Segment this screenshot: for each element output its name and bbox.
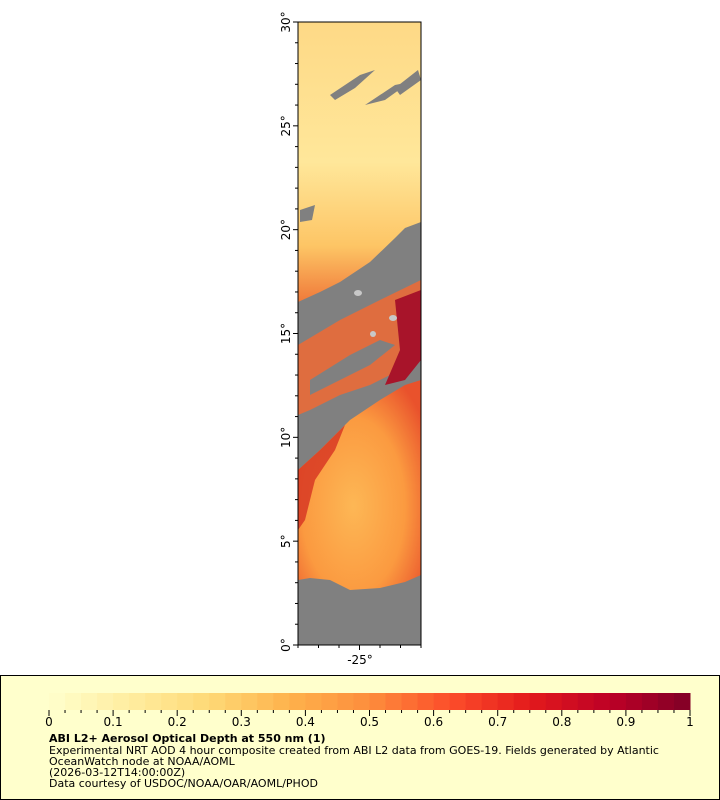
colorbar-segment: [385, 693, 403, 710]
colorbar-tick-label: 0.1: [104, 715, 123, 729]
colorbar-tick-label: 0.6: [424, 715, 443, 729]
colorbar-segment: [369, 693, 387, 710]
colorbar-segment: [593, 693, 611, 710]
colorbar-tick-label: 0.4: [296, 715, 315, 729]
y-tick-label: 30°: [279, 11, 293, 32]
colorbar-tick-label: 0.9: [616, 715, 635, 729]
colorbar-segment: [321, 693, 338, 710]
x-axis: -25°: [297, 645, 422, 667]
colorbar-segment: [97, 693, 114, 710]
colorbar-segment: [193, 693, 210, 710]
colorbar-segment: [177, 693, 194, 710]
land-patches: [354, 290, 397, 337]
aod-region-south-edge: [298, 425, 345, 530]
map-data-layer: [298, 22, 421, 645]
x-tick-label: -25°: [347, 653, 373, 667]
colorbar-segment: [465, 693, 483, 710]
colorbar-segment: [305, 693, 322, 710]
colorbar-tick-label: 0.3: [232, 715, 251, 729]
y-tick-label: 20°: [279, 219, 293, 240]
legend-title: ABI L2+ Aerosol Optical Depth at 550 nm …: [49, 732, 326, 745]
colorbar-segment: [433, 693, 451, 710]
colorbar-segment: [561, 693, 579, 710]
colorbar-segment: [529, 693, 547, 710]
y-axis: 0° 5° 10° 15° 20° 25° 30°: [279, 11, 298, 652]
colorbar-tick-label: 0.5: [360, 715, 379, 729]
y-tick-label: 5°: [279, 534, 293, 548]
colorbar-segment: [161, 693, 178, 710]
legend-panel: 0 0.1 0.2 0.3 0.4 0.5 0.6 0.7 0.8 0.9 1 ABI L2+ Ae…: [0, 675, 720, 800]
aod-region-south: [298, 380, 421, 590]
legend-credit: Data courtesy of USDOC/NOAA/OAR/AOML/PHO…: [49, 777, 318, 790]
colorbar-segment: [609, 693, 627, 710]
colorbar-segment: [657, 693, 675, 710]
colorbar-segment: [545, 693, 563, 710]
colorbar-segment: [289, 693, 306, 710]
y-tick-label: 15°: [279, 323, 293, 344]
colorbar-segment: [577, 693, 595, 710]
legend-time: (2026-03-12T14:00:00Z): [49, 766, 186, 779]
colorbar-tick-label: 1: [686, 715, 694, 729]
colorbar-segment: [209, 693, 226, 710]
colorbar-segment: [497, 693, 515, 710]
colorbar-segment: [417, 693, 435, 710]
colorbar-segment: [145, 693, 162, 710]
aod-region-mid-dark: [385, 290, 421, 385]
colorbar-segment: [225, 693, 242, 710]
colorbar-tick-label: 0: [45, 715, 53, 729]
gap-mid: [310, 340, 395, 395]
colorbar-segment: [81, 693, 98, 710]
colorbar-segment: [449, 693, 467, 710]
colorbar-segment: [625, 693, 643, 710]
colorbar-segment: [337, 693, 354, 710]
colorbar-segment: [273, 693, 290, 710]
colorbar-segment: [241, 693, 258, 710]
legend-description-2: OceanWatch node at NOAA/AOML: [49, 755, 235, 768]
colorbar-tick-label: 0.2: [168, 715, 187, 729]
colorbar-segment: [513, 693, 531, 710]
y-tick-label: 25°: [279, 115, 293, 136]
cloud-gaps-north: [300, 70, 421, 222]
colorbar-segment: [113, 693, 130, 710]
y-tick-label: 0°: [279, 638, 293, 652]
colorbar-segment: [129, 693, 146, 710]
aod-map: 0° 5° 10° 15° 20° 25° 30° -25°: [279, 11, 422, 667]
colorbar-segment: [353, 693, 370, 710]
colorbar-segment: [65, 693, 82, 710]
colorbar-segment: [481, 693, 499, 710]
legend-description-1: Experimental NRT AOD 4 hour composite cr…: [49, 744, 659, 757]
colorbar: 0 0.1 0.2 0.3 0.4 0.5 0.6 0.7 0.8 0.9 1: [45, 693, 694, 729]
colorbar-segment: [673, 693, 691, 710]
colorbar-segment: [49, 693, 66, 710]
colorbar-tick-label: 0.8: [552, 715, 571, 729]
colorbar-segment: [257, 693, 274, 710]
colorbar-segment: [401, 693, 419, 710]
colorbar-segment: [641, 693, 659, 710]
colorbar-tick-label: 0.7: [488, 715, 507, 729]
y-tick-label: 10°: [279, 427, 293, 448]
